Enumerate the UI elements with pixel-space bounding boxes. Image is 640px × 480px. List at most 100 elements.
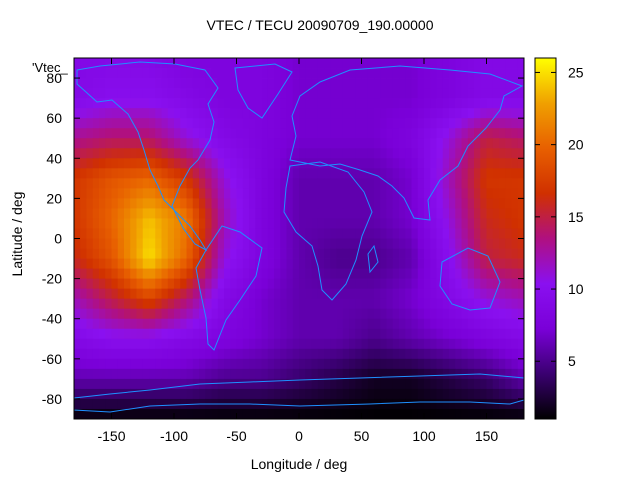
heatmap-cell [317,198,325,209]
heatmap-cell [330,378,337,390]
heatmap-cell [124,328,131,340]
heatmap-cell [424,98,431,109]
heatmap-cell [305,68,312,79]
heatmap-cell [342,338,350,350]
heatmap-cell [161,328,169,340]
heatmap-cell [492,278,500,290]
heatmap-cell [474,278,481,290]
heatmap-cell [117,98,125,109]
heatmap-cell [199,78,206,89]
heatmap-cell [199,128,206,139]
heatmap-cell [286,198,294,209]
heatmap-cell [461,68,469,79]
heatmap-cell [411,388,419,400]
heatmap-cell [336,248,344,259]
x-axis-ticks: -150 -100 -50 0 50 100 150 [97,58,498,444]
heatmap-cell [299,318,306,330]
heatmap-cell [411,178,419,189]
heatmap-cell [117,238,125,249]
heatmap-cell [86,368,94,380]
heatmap-cell [399,158,406,169]
heatmap-cell [280,218,287,229]
heatmap-cell [130,308,137,320]
heatmap-cell [155,328,162,340]
heatmap-cell [155,218,162,229]
heatmap-cell [261,388,269,400]
heatmap-cell [230,78,237,89]
heatmap-cell [424,58,431,69]
heatmap-cell [342,148,350,159]
heatmap-cell [274,168,281,179]
heatmap-cell [286,218,294,229]
heatmap-cell [342,268,350,280]
heatmap-cell [436,148,444,159]
heatmap-cell [374,348,381,360]
heatmap-cell [149,348,156,360]
y-tick-label: -60 [42,351,62,367]
heatmap-cell [517,338,525,350]
heatmap-cell [130,378,137,390]
heatmap-cell [186,118,194,129]
heatmap-cell [274,118,281,129]
heatmap-cell [511,88,519,99]
heatmap-cell [105,398,112,410]
heatmap-cell [511,218,519,229]
heatmap-cell [180,318,187,330]
heatmap-cell [399,388,406,400]
heatmap-cell [330,218,337,229]
heatmap-cell [305,268,312,280]
heatmap-cell [399,318,406,330]
heatmap-cell [449,238,456,249]
heatmap-cell [317,348,325,360]
heatmap-cell [336,78,344,89]
heatmap-cell [192,148,200,159]
heatmap-cell [105,408,112,420]
heatmap-cell [280,408,287,420]
heatmap-cell [286,278,294,290]
heatmap-cell [92,408,100,420]
heatmap-cell [424,268,431,280]
heatmap-cell [130,328,137,340]
heatmap-cell [299,108,306,119]
heatmap-cell [305,178,312,189]
heatmap-cell [492,348,500,360]
heatmap-cell [136,198,144,209]
heatmap-cell [92,338,100,350]
heatmap-cell [130,288,137,300]
heatmap-cell [205,78,212,89]
heatmap-cell [455,108,462,119]
heatmap-cell [267,278,275,290]
heatmap-cell [292,288,300,300]
heatmap-cell [99,168,106,179]
heatmap-cell [242,358,250,370]
heatmap-cell [430,288,437,300]
heatmap-cell [199,208,206,219]
heatmap-cell [186,98,194,109]
heatmap-cell [305,168,312,179]
heatmap-cell [230,88,237,99]
heatmap-cell [474,208,481,219]
heatmap-cell [242,298,250,310]
heatmap-cell [492,108,500,119]
heatmap-cell [92,158,100,169]
heatmap-cell [324,108,331,119]
heatmap-cell [417,148,425,159]
heatmap-cell [380,398,387,410]
heatmap-cell [492,148,500,159]
heatmap-cell [399,308,406,320]
heatmap-cell [136,208,144,219]
heatmap-cell [136,318,144,330]
heatmap-cell [505,158,512,169]
heatmap-cell [355,188,362,199]
heatmap-cell [124,138,131,149]
heatmap-cell [455,188,462,199]
heatmap-cell [174,378,181,390]
heatmap-cell [442,98,450,109]
heatmap-cell [449,228,456,239]
heatmap-cell [299,288,306,300]
heatmap-cell [230,218,237,229]
heatmap-cell [374,308,381,320]
heatmap-cell [305,138,312,149]
heatmap-cell [342,258,350,269]
heatmap-cell [442,238,450,249]
